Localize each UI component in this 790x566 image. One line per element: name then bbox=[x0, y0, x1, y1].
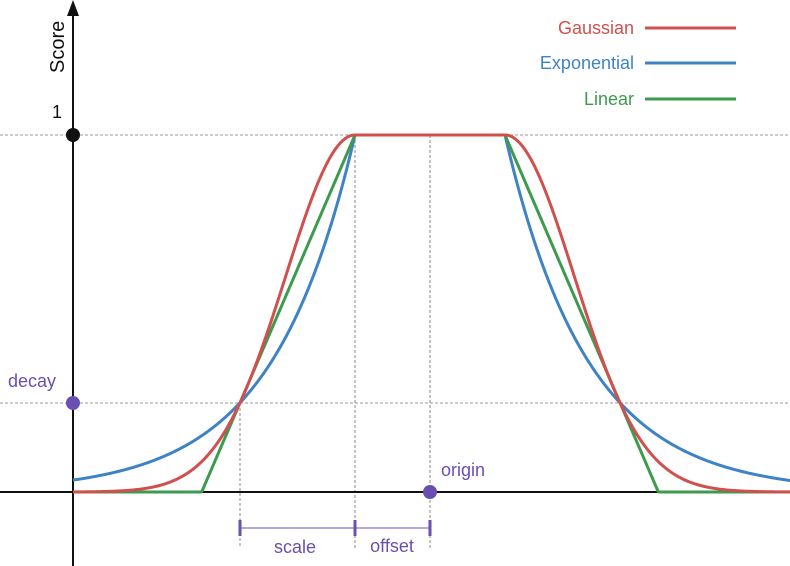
legend-label-gaussian: Gaussian bbox=[558, 18, 634, 38]
offset-label: offset bbox=[370, 536, 414, 556]
decay-label: decay bbox=[8, 371, 56, 391]
curves bbox=[72, 133, 790, 494]
legend: Gaussian Exponential Linear bbox=[540, 18, 736, 109]
y-axis-label: Score bbox=[47, 21, 69, 73]
decay-point bbox=[66, 396, 80, 410]
gaussian-curve bbox=[73, 133, 790, 494]
scale-label: scale bbox=[274, 537, 316, 557]
exponential-curve bbox=[72, 133, 790, 482]
y-axis-arrow-icon bbox=[67, 0, 79, 16]
y-tick-1: 1 bbox=[52, 102, 62, 122]
y-one-point bbox=[66, 128, 80, 142]
legend-label-linear: Linear bbox=[584, 89, 634, 109]
origin-label: origin bbox=[441, 460, 485, 480]
legend-label-exponential: Exponential bbox=[540, 53, 634, 73]
origin-point bbox=[423, 485, 437, 499]
linear-curve bbox=[73, 133, 790, 494]
